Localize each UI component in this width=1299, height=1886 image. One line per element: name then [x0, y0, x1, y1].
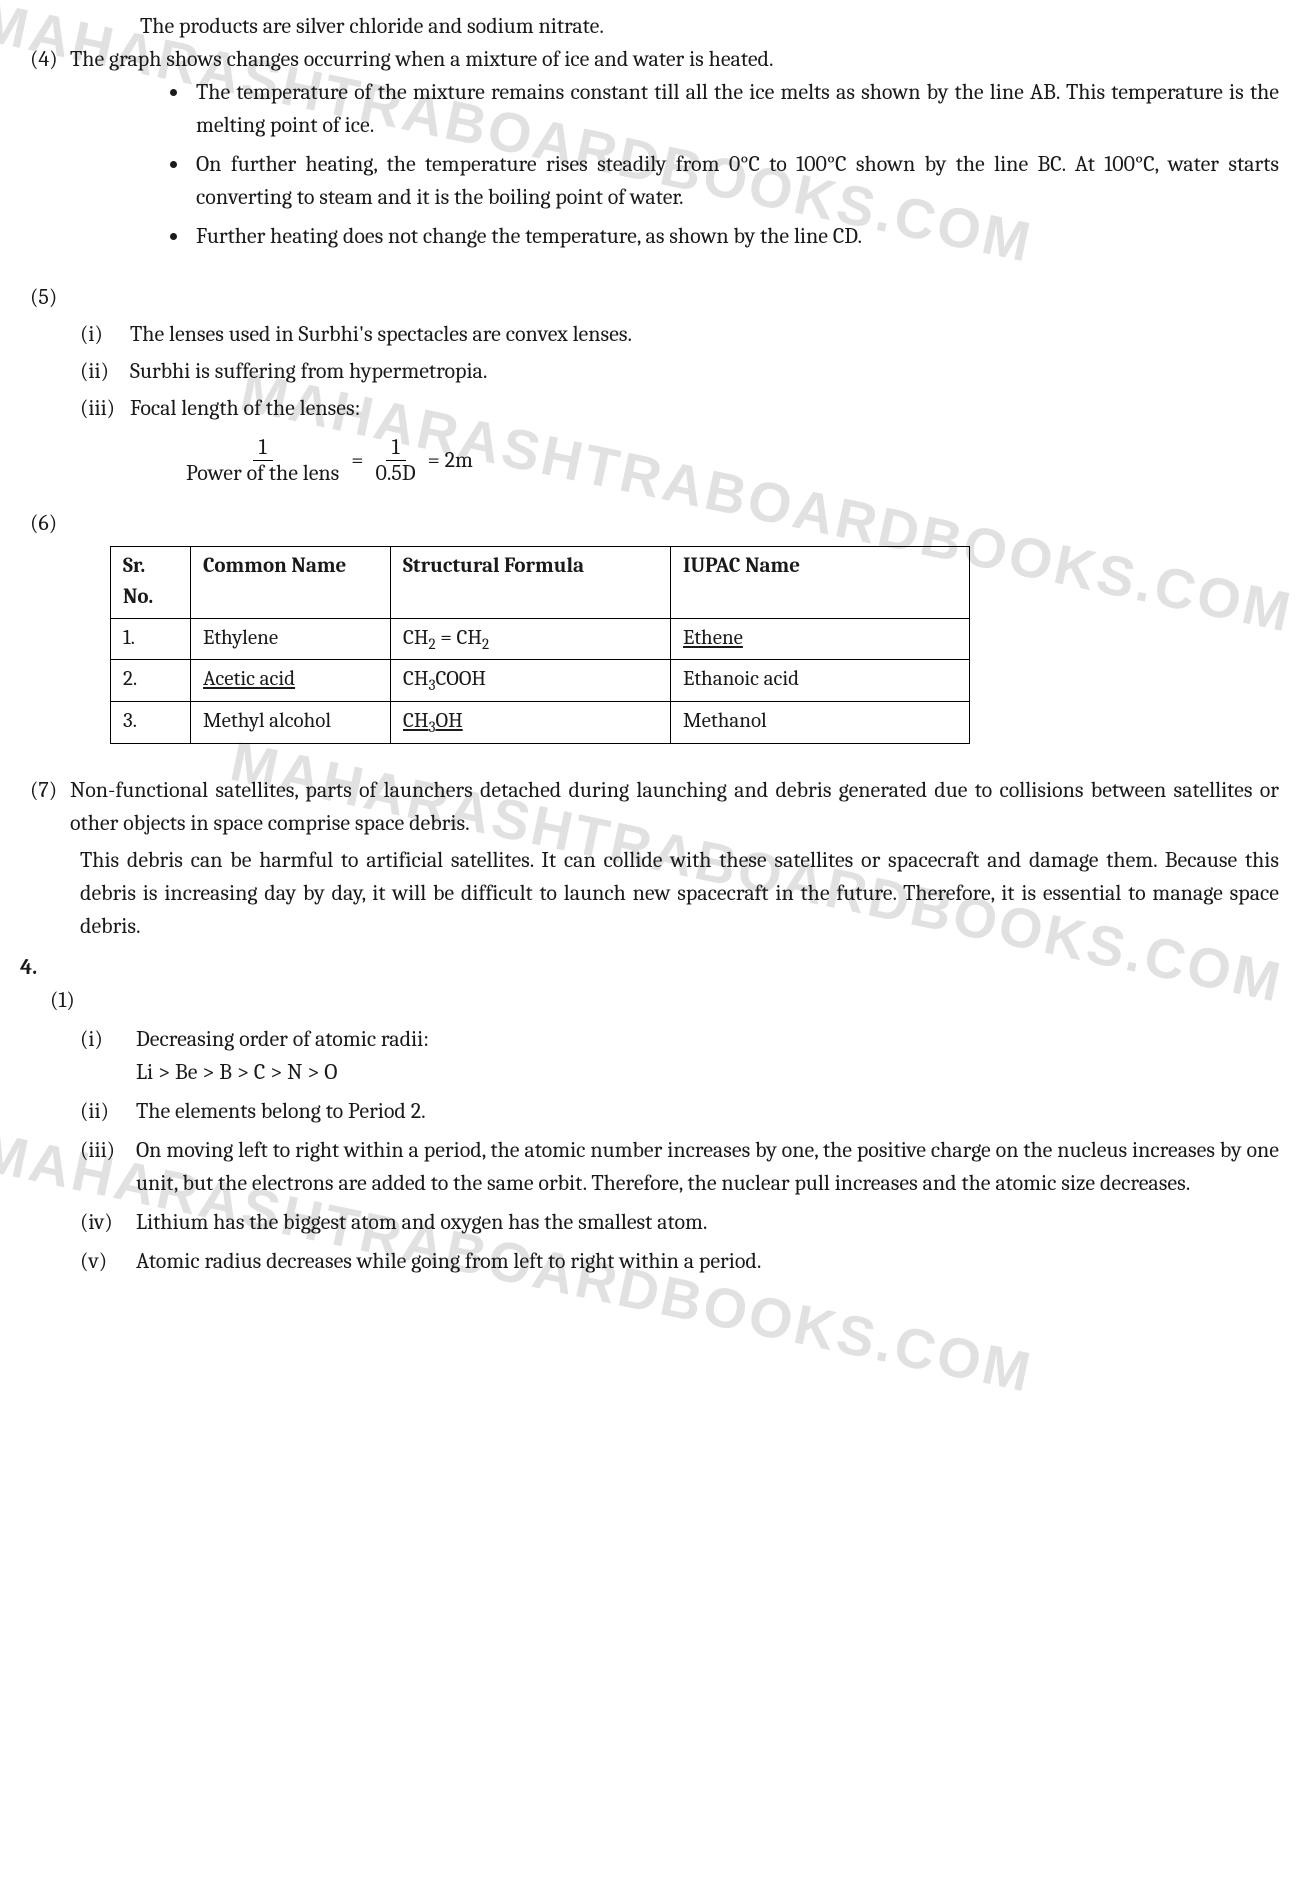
q5-ii: (ii) Surbhi is suffering from hypermetro… — [20, 355, 1279, 388]
s4-iv-text: Lithium has the biggest atom and oxygen … — [136, 1206, 1279, 1239]
q4-bullets: The temperature of the mixture remains c… — [20, 76, 1279, 253]
q4-number: (4) — [20, 43, 70, 76]
cell-iupac: Ethanoic acid — [671, 660, 970, 702]
s4-v-text: Atomic radius decreases while going from… — [136, 1245, 1279, 1278]
intro-line: The products are silver chloride and sod… — [20, 10, 1279, 43]
cell-common: Acetic acid — [191, 660, 391, 702]
q5-ii-text: Surbhi is suffering from hypermetropia. — [130, 355, 1279, 388]
col-iupac-name: IUPAC Name — [671, 546, 970, 618]
equals: = — [351, 444, 363, 477]
numerator: 1 — [253, 435, 273, 461]
question-4: (4) The graph shows changes occurring wh… — [20, 43, 1279, 76]
table-row: 2.Acetic acidCH3COOHEthanoic acid — [111, 660, 970, 702]
q7-para2: This debris can be harmful to artificial… — [20, 844, 1279, 943]
result: = 2m — [428, 444, 473, 477]
q7-para1: Non-functional satellites, parts of laun… — [70, 774, 1279, 840]
question-5: (5) (i) The lenses used in Surbhi's spec… — [20, 281, 1279, 487]
section-4-label: 4. — [20, 951, 1279, 984]
cell-common: Methyl alcohol — [191, 702, 391, 744]
numerator: 1 — [386, 435, 406, 461]
roman-label: (iv) — [80, 1206, 136, 1239]
cell-formula: CH3COOH — [391, 660, 671, 702]
question-6: (6) Sr. No. Common Name Structural Formu… — [20, 507, 1279, 745]
table-header-row: Sr. No. Common Name Structural Formula I… — [111, 546, 970, 618]
roman-label: (v) — [80, 1245, 136, 1278]
section-4-q1: (1) (i) Decreasing order of atomic radii… — [20, 984, 1279, 1278]
s4-iv: (iv) Lithium has the biggest atom and ox… — [20, 1206, 1279, 1239]
cell-srno: 1. — [111, 618, 191, 660]
s4-i-text: Decreasing order of atomic radii: — [136, 1023, 1279, 1056]
cell-srno: 2. — [111, 660, 191, 702]
roman-label: (ii) — [80, 1095, 136, 1128]
s4-iii-text: On moving left to right within a period,… — [136, 1134, 1279, 1200]
fraction-2: 1 0.5D — [370, 435, 422, 487]
q4-bullet: Further heating does not change the temp… — [190, 220, 1279, 253]
s4-v: (v) Atomic radius decreases while going … — [20, 1245, 1279, 1278]
roman-label: (iii) — [80, 392, 130, 425]
atomic-radii-order: Li > Be > B > C > N > O — [20, 1056, 1279, 1089]
q6-number: (6) — [20, 507, 1279, 540]
cell-common: Ethylene — [191, 618, 391, 660]
q4-bullet: On further heating, the temperature rise… — [190, 148, 1279, 214]
q5-i-text: The lenses used in Surbhi's spectacles a… — [130, 318, 1279, 351]
fraction-1: 1 Power of the lens — [180, 435, 345, 487]
roman-label: (ii) — [80, 355, 130, 388]
iupac-table: Sr. No. Common Name Structural Formula I… — [110, 546, 970, 745]
q7-number: (7) — [20, 774, 70, 840]
col-srno: Sr. No. — [111, 546, 191, 618]
q5-number: (5) — [20, 281, 1279, 314]
table-row: 3.Methyl alcoholCH3OHMethanol — [111, 702, 970, 744]
roman-label: (i) — [80, 1023, 136, 1056]
q4-lead: The graph shows changes occurring when a… — [70, 43, 1279, 76]
cell-srno: 3. — [111, 702, 191, 744]
q4-bullet: The temperature of the mixture remains c… — [190, 76, 1279, 142]
q5-iii-text: Focal length of the lenses: — [130, 392, 1279, 425]
question-7: (7) Non-functional satellites, parts of … — [20, 774, 1279, 943]
cell-formula: CH2 = CH2 — [391, 618, 671, 660]
cell-formula: CH3OH — [391, 702, 671, 744]
cell-iupac: Ethene — [671, 618, 970, 660]
col-common-name: Common Name — [191, 546, 391, 618]
q5-iii: (iii) Focal length of the lenses: — [20, 392, 1279, 425]
denominator: 0.5D — [370, 461, 422, 486]
table-row: 1.EthyleneCH2 = CH2Ethene — [111, 618, 970, 660]
roman-label: (iii) — [80, 1134, 136, 1200]
q5-i: (i) The lenses used in Surbhi's spectacl… — [20, 318, 1279, 351]
s4-ii-text: The elements belong to Period 2. — [136, 1095, 1279, 1128]
cell-iupac: Methanol — [671, 702, 970, 744]
col-structural-formula: Structural Formula — [391, 546, 671, 618]
sub-q1-number: (1) — [20, 984, 1279, 1017]
s4-ii: (ii) The elements belong to Period 2. — [20, 1095, 1279, 1128]
focal-length-equation: 1 Power of the lens = 1 0.5D = 2m — [20, 435, 1279, 487]
roman-label: (i) — [80, 318, 130, 351]
s4-iii: (iii) On moving left to right within a p… — [20, 1134, 1279, 1200]
s4-i: (i) Decreasing order of atomic radii: — [20, 1023, 1279, 1056]
denominator: Power of the lens — [180, 461, 345, 486]
